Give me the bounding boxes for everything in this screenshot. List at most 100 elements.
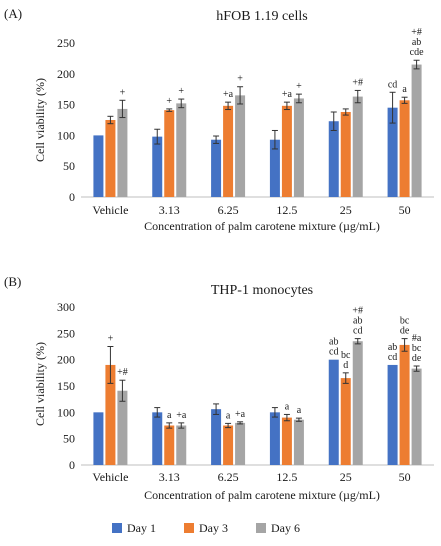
panel-a-significance-label: a [402,84,407,95]
panel-b-significance-label: bc [400,316,410,327]
panel-b-label: (B) [4,274,21,289]
panel-b-marks: 0 50 100 150 200 250 300 Vehicle + +# 3.13 a +a 6.25 a… [57,300,434,484]
panel-b-significance-label: de [400,326,410,337]
panel-b-significance-label: +a [176,410,187,421]
panel-a-significance-label: + [120,87,126,98]
panel-a-significance-label: +# [352,77,363,88]
panel-a-x-tick-label: Vehicle [92,203,128,217]
panel-a-x-tick-label: 25 [340,203,352,217]
panel-b-bar [269,412,280,465]
panel-b-title: THP-1 monocytes [211,283,313,298]
panel-a-y-tick-label: 0 [69,190,75,204]
panel-b-bar [235,422,246,465]
panel-a-x-tick-label: 3.13 [159,203,180,217]
panel-b-bar [117,390,128,465]
panel-a-y-tick-label: 100 [57,128,75,142]
panel-a-y-tick-label: 250 [57,36,75,50]
panel-a-bar [152,136,163,197]
panel-a-bar [387,107,398,197]
panel-a-bar [328,121,339,197]
panel-b-y-tick-label: 300 [57,300,75,314]
panel-b-x-tick-label: 3.13 [159,470,180,484]
panel-a-x-axis-label: Concentration of palm carotene mixture (… [144,219,380,233]
panel-b-y-tick-label: 100 [57,405,75,419]
panel-b-significance-label: de [412,353,422,364]
panel-a-y-tick-label: 150 [57,98,75,112]
panel-a-bar [93,135,104,197]
panel-b-significance-label: d [343,360,348,371]
panel-b-bar [152,412,163,465]
panel-b-y-tick-label: 200 [57,353,75,367]
panel-a-significance-label: cd [388,79,397,90]
panel-a-bar [269,139,280,197]
panel-a-bar [176,103,187,197]
panel-a-significance-label: +a [282,89,293,100]
panel-b-bar [399,344,410,465]
panel-b-significance-label: #a [412,333,422,344]
panel-b-bar [352,341,363,465]
panel-b-significance-label: +# [117,367,128,378]
panel-b-significance-label: cd [329,347,338,358]
legend-swatch [184,523,194,533]
panel-b-significance-label: a [297,405,302,416]
panel-a-bar [281,105,292,197]
panel-b-bar [387,364,398,465]
panel-b-chart: (B) THP-1 monocytes Cell viability (%) C… [4,274,434,502]
panel-a-x-tick-label: 12.5 [276,203,297,217]
panel-a-bar [235,95,246,197]
panel-a-title: hFOB 1.19 cells [216,9,307,24]
panel-a-significance-label: + [166,96,172,107]
panel-a-significance-label: + [237,74,243,85]
panel-a-x-tick-label: 6.25 [218,203,239,217]
panel-b-significance-label: a [285,401,290,412]
panel-a-bar [164,110,175,197]
panel-b-bar [105,364,116,465]
panel-a-label: (A) [4,6,22,21]
panel-a-bar [352,96,363,197]
panel-a-bar [340,111,351,197]
panel-b-x-tick-label: 25 [340,470,352,484]
panel-b-x-tick-label: 50 [399,470,411,484]
panel-b-significance-label: a [167,410,172,421]
panel-a-y-tick-label: 50 [63,159,75,173]
panel-b-significance-label: ab [388,342,397,353]
panel-b-significance-label: a [226,410,231,421]
panel-a-bar [293,98,304,197]
panel-b-significance-label: + [108,334,114,345]
panel-b-y-tick-label: 250 [57,326,75,340]
panel-b-y-axis-label: Cell viability (%) [33,342,47,426]
panel-b-bar [340,378,351,465]
panel-a-significance-label: + [296,81,302,92]
legend-label: Day 6 [271,521,300,535]
panel-a-significance-label: +# [411,27,422,38]
panel-b-significance-label: bc [412,343,422,354]
panel-b-y-tick-label: 0 [69,458,75,472]
panel-b-x-tick-label: Vehicle [92,470,128,484]
panel-b-x-axis-label: Concentration of palm carotene mixture (… [144,488,380,502]
panel-a-significance-label: + [178,86,184,97]
panel-b-significance-label: +a [235,409,246,420]
panel-a-bar [105,120,116,197]
panel-a-x-tick-label: 50 [399,203,411,217]
panel-a-marks: 050100150200250Vehicle+3.13++6.25+a+12.5… [57,27,434,217]
panel-b-bar [93,412,104,465]
panel-a-bar [223,105,234,197]
panel-b-bar [293,419,304,465]
legend-label: Day 1 [127,521,156,535]
panel-b-x-tick-label: 6.25 [218,470,239,484]
panel-b-y-tick-label: 150 [57,379,75,393]
panel-b-bar [176,425,187,465]
panel-b-significance-label: ab [329,337,338,348]
panel-a-bar [399,100,410,197]
panel-b-bar [281,417,292,465]
panel-b-significance-label: cd [353,326,362,337]
panel-b-significance-label: ab [353,316,362,327]
panel-b-bar [211,409,222,465]
panel-a-significance-label: +a [223,89,234,100]
panel-b-significance-label: bc [341,350,351,361]
panel-b-bar [411,368,422,465]
panel-a-bar [211,139,222,197]
panel-b-x-tick-label: 12.5 [276,470,297,484]
panel-a-bar [117,108,128,197]
legend-label: Day 3 [199,521,228,535]
